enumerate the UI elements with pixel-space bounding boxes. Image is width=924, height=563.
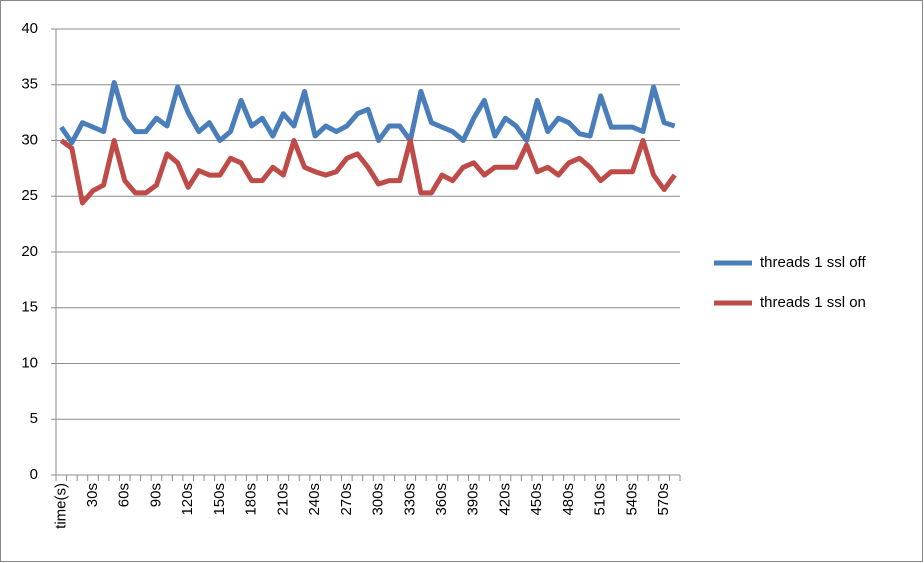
x-tick-label: 150s	[211, 483, 228, 516]
series-line	[59, 138, 677, 206]
x-tick-label: 390s	[465, 483, 482, 516]
x-tick-label: 240s	[306, 483, 323, 516]
y-tick-label: 10	[21, 354, 38, 371]
x-tick-label: 540s	[623, 483, 640, 516]
x-tick-label: 360s	[433, 483, 450, 516]
y-tick-label: 25	[21, 187, 38, 204]
legend-label: threads 1 ssl on	[760, 294, 866, 311]
x-tick-label: 60s	[116, 483, 133, 507]
x-tick-label: 210s	[274, 483, 291, 516]
x-tick-label: 90s	[147, 483, 164, 507]
x-tick-label: 450s	[528, 483, 545, 516]
x-tick-label: 570s	[655, 483, 672, 516]
x-tick-label: 120s	[179, 483, 196, 516]
series-line	[59, 80, 676, 146]
y-tick-label: 30	[21, 131, 38, 148]
x-tick-label: 510s	[592, 483, 609, 516]
y-tick-label: 35	[21, 76, 38, 93]
y-tick-label: 40	[21, 20, 38, 37]
y-tick-label: 0	[30, 466, 38, 483]
x-tick-label: 330s	[401, 483, 418, 516]
y-tick-label: 20	[21, 243, 38, 260]
x-tick-label: 180s	[243, 483, 260, 516]
x-tick-label: time(s)	[52, 483, 69, 529]
x-tick-label: 300s	[370, 483, 387, 516]
y-tick-label: 5	[30, 410, 38, 427]
legend-label: threads 1 ssl off	[760, 254, 866, 271]
x-tick-label: 270s	[338, 483, 355, 516]
x-tick-label: 420s	[496, 483, 513, 516]
y-tick-label: 15	[21, 299, 38, 316]
x-tick-label: 480s	[560, 483, 577, 516]
x-tick-label: 30s	[84, 483, 101, 507]
